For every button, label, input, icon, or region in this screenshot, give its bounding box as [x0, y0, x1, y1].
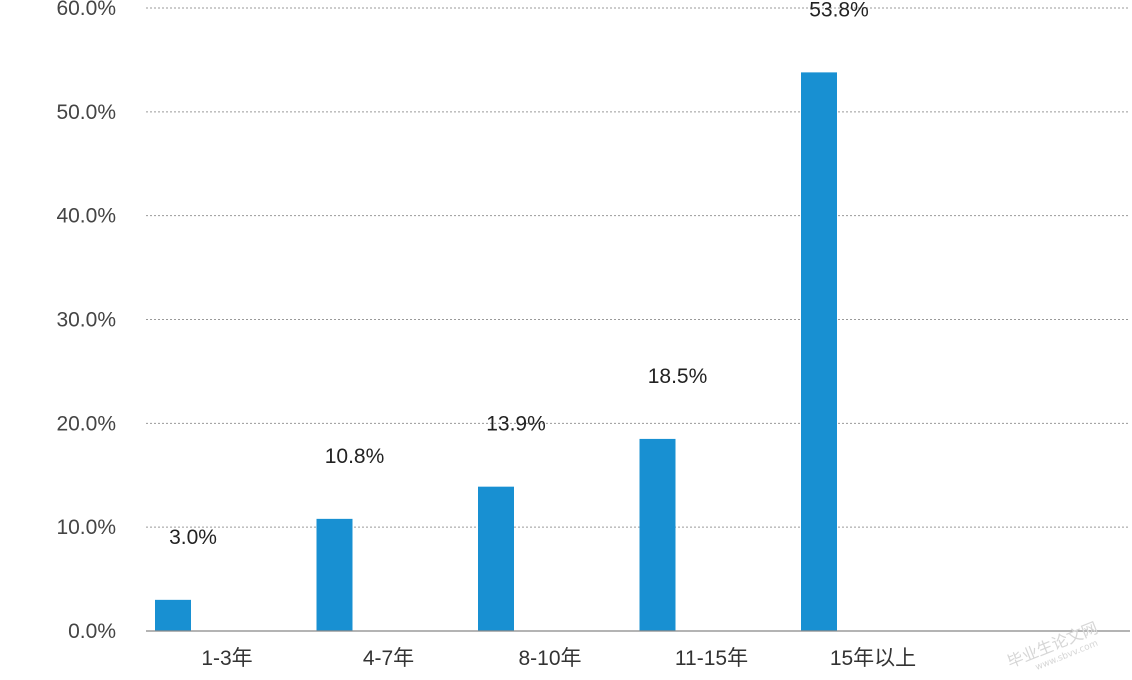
y-tick-label: 30.0%	[56, 309, 116, 332]
bar	[316, 518, 353, 631]
data-label: 3.0%	[169, 526, 217, 549]
x-axis-category-labels: 1-3年 4-7年 8-10年 11-15年 15年以上	[201, 647, 916, 670]
y-tick-label: 0.0%	[68, 620, 116, 643]
y-tick-label: 20.0%	[56, 412, 116, 435]
watermark: 毕业生论文网 www.sbvv.com	[1004, 618, 1100, 673]
category-label: 11-15年	[675, 647, 748, 670]
category-label: 1-3年	[201, 647, 252, 670]
y-axis-tick-labels: 0.0% 10.0% 20.0% 30.0% 40.0% 50.0% 60.0%	[56, 0, 116, 643]
category-label: 8-10年	[518, 647, 581, 670]
y-tick-label: 40.0%	[56, 205, 116, 228]
y-tick-label: 60.0%	[56, 0, 116, 20]
bar	[155, 599, 191, 631]
data-labels: 3.0% 10.8% 13.9% 18.5% 53.8%	[169, 0, 869, 549]
bar	[478, 486, 514, 631]
data-label: 18.5%	[648, 365, 708, 388]
bars	[155, 72, 837, 632]
data-label: 53.8%	[809, 0, 869, 21]
data-label: 10.8%	[325, 445, 385, 468]
gridlines	[146, 7, 1130, 528]
y-tick-label: 10.0%	[56, 516, 116, 539]
y-tick-label: 50.0%	[56, 101, 116, 124]
data-label: 13.9%	[486, 413, 546, 436]
bar	[801, 72, 837, 632]
bar	[639, 438, 676, 631]
category-label: 15年以上	[830, 647, 916, 670]
category-label: 4-7年	[363, 647, 414, 670]
